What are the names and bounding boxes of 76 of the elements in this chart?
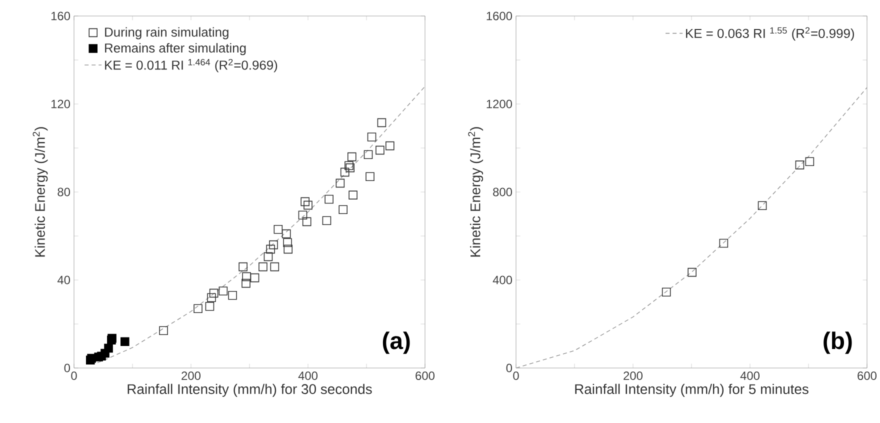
point — [104, 344, 113, 353]
y-tick-label: 40 — [57, 276, 70, 284]
annotation: (a) — [382, 332, 410, 354]
y-axis-title: Kinetic Energy (J/m$^{2}$) — [468, 127, 484, 257]
point — [242, 278, 250, 288]
point — [282, 229, 291, 238]
point — [266, 244, 275, 254]
point — [366, 172, 374, 181]
annotation: (b) — [824, 332, 852, 354]
point — [264, 252, 273, 262]
point — [322, 216, 332, 225]
point — [159, 326, 168, 335]
y-tick-label: 0 — [64, 364, 70, 372]
point — [218, 286, 228, 296]
point — [795, 160, 804, 170]
y-tick-label: 120 — [51, 100, 70, 108]
y-tick-label: 400 — [492, 276, 512, 284]
legend-label: KE = 0.011 RI $^{1.464}$ (R$^{2}$=0.969) — [105, 58, 278, 72]
point — [377, 118, 386, 128]
y-tick-label: 1200 — [486, 100, 512, 108]
point — [250, 273, 260, 282]
point — [120, 337, 130, 346]
point — [346, 163, 355, 172]
x-tick-label: 600 — [416, 372, 435, 380]
point — [386, 141, 394, 150]
point — [340, 168, 350, 177]
x-tick-label: 400 — [740, 372, 760, 380]
point — [274, 225, 283, 234]
y-tick-label: 800 — [493, 188, 512, 196]
point — [302, 217, 312, 226]
x-axis-title: Rainfall Intensity (mm/h) for 5 minutes — [575, 384, 808, 397]
y-tick-label: 1600 — [486, 12, 512, 20]
point — [270, 262, 280, 272]
point — [758, 201, 767, 210]
point — [209, 288, 218, 298]
y-tick-label: 160 — [51, 12, 70, 20]
legend-label: Remains after simulating — [105, 43, 246, 56]
x-tick-label: 600 — [858, 372, 877, 380]
point — [719, 238, 728, 248]
point — [347, 152, 356, 162]
point — [304, 200, 312, 210]
x-axis-title: Rainfall Intensity (mm/h) for 30 seconds — [128, 384, 372, 397]
point — [336, 178, 345, 188]
point — [242, 272, 251, 282]
legend-label: KE = 0.063 RI $^{1.55}$ (R$^{2}$=0.999) — [686, 27, 854, 41]
point — [324, 194, 334, 204]
point — [205, 302, 214, 311]
point — [298, 210, 308, 220]
point — [344, 161, 354, 170]
point — [207, 293, 216, 302]
line-series — [516, 87, 868, 368]
y-tick-label: 0 — [506, 364, 512, 372]
y-tick-label: 80 — [58, 188, 70, 196]
point — [376, 146, 384, 155]
point — [662, 288, 671, 296]
point — [338, 205, 348, 214]
x-tick-label: 0 — [71, 372, 77, 380]
point — [238, 262, 248, 272]
point — [688, 268, 696, 277]
point — [348, 190, 358, 200]
legend-label: During rain simulating — [105, 27, 228, 40]
point — [283, 238, 292, 247]
point — [300, 197, 310, 206]
point — [805, 157, 814, 166]
point — [269, 240, 278, 250]
point — [367, 132, 376, 142]
point — [284, 244, 293, 254]
y-axis-title: Kinetic Energy (J/m$^{2}$) — [32, 127, 48, 257]
x-tick-label: 400 — [298, 372, 318, 380]
point — [194, 304, 202, 313]
x-tick-label: 200 — [624, 372, 643, 380]
point — [258, 262, 268, 272]
x-tick-label: 0 — [513, 372, 519, 380]
x-tick-label: 200 — [182, 372, 201, 380]
point — [364, 150, 373, 159]
point — [228, 291, 237, 300]
